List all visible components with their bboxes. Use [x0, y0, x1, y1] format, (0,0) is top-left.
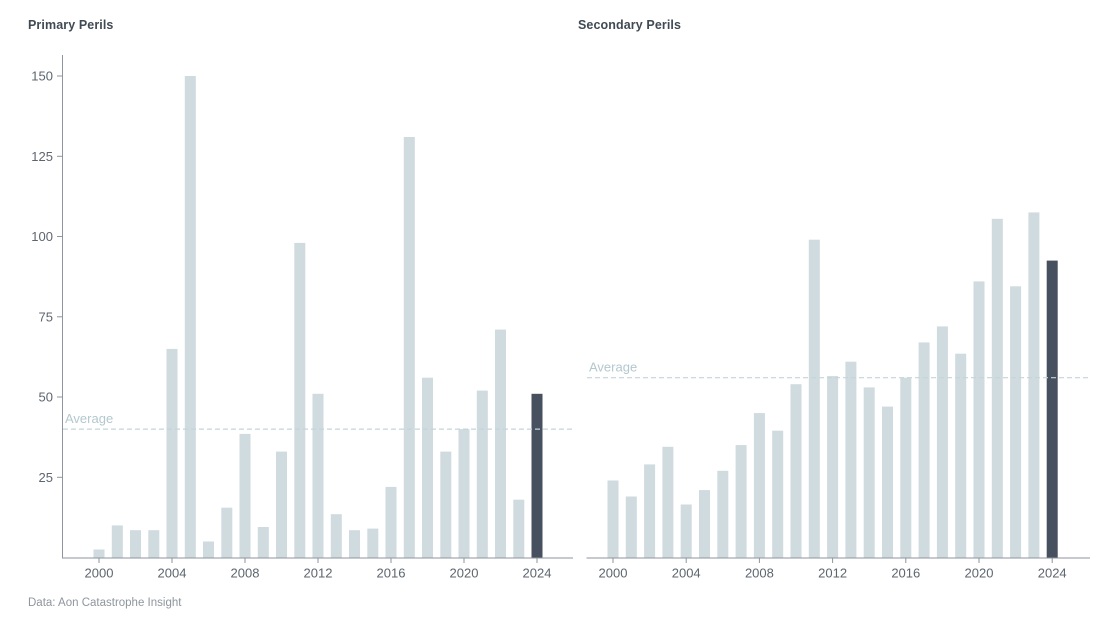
x-tick-label: 2020	[965, 566, 994, 581]
x-tick-label: 2016	[891, 566, 920, 581]
chart-title: Primary Perils	[28, 18, 114, 32]
bar-2004	[166, 348, 178, 558]
bar-2004	[680, 504, 692, 558]
x-tick-label: 2016	[377, 566, 406, 581]
bar-2020	[458, 429, 470, 558]
bar-2002	[130, 530, 141, 558]
y-tick-label: 150	[31, 69, 53, 84]
bar-2000	[607, 480, 619, 558]
x-tick-label: 2008	[231, 566, 260, 581]
bar-2022	[1010, 286, 1022, 558]
x-tick-label: 2012	[818, 566, 847, 581]
bar-2019	[440, 451, 452, 558]
y-tick-label: 75	[39, 309, 53, 324]
x-tick-label: 2004	[158, 566, 187, 581]
bar-2018	[936, 326, 948, 558]
bar-2023	[1028, 212, 1040, 558]
bar-2020	[973, 281, 985, 558]
bar-2007	[221, 507, 233, 558]
bar-2017	[918, 342, 930, 558]
x-tick-label: 2012	[304, 566, 333, 581]
bar-2018	[422, 377, 433, 558]
bar-2013	[330, 514, 342, 558]
bar-2013	[845, 361, 857, 558]
bar-2015	[882, 406, 893, 558]
bar-2003	[148, 530, 160, 558]
x-tick-label: 2024	[1038, 566, 1067, 581]
bar-2003	[662, 446, 674, 558]
bar-2022	[495, 329, 506, 558]
bar-2017	[403, 137, 415, 558]
bar-2016	[900, 377, 912, 558]
bar-2012	[827, 376, 839, 558]
chart-primary-perils: Primary Perils Average 25 50 75 100 125 150 200…	[0, 0, 578, 592]
bar-2008	[239, 433, 251, 558]
secondary-perils-plot: Average 2000 2004 2008 2012 2016 2020 2024	[586, 212, 1090, 581]
bar-2016	[385, 486, 397, 558]
bar-2009	[257, 527, 269, 558]
bar-2000	[93, 549, 105, 558]
y-tick-label: 100	[31, 229, 53, 244]
chart-secondary-perils: Secondary Perils Average 2000 2004 2008 2012…	[578, 0, 1108, 592]
x-tick-label: 2000	[85, 566, 114, 581]
x-tick-label: 2004	[672, 566, 701, 581]
bar-2008	[753, 413, 765, 558]
chart-title: Secondary Perils	[578, 18, 682, 32]
bar-2001	[111, 525, 123, 558]
bar-2002	[644, 464, 656, 558]
bar-2010	[790, 384, 802, 558]
x-tick-label: 2020	[450, 566, 479, 581]
average-label: Average	[65, 411, 113, 426]
bar-2001	[625, 496, 637, 558]
x-tick-label: 2024	[523, 566, 552, 581]
bar-2006	[203, 541, 214, 558]
y-tick-label: 125	[31, 149, 53, 164]
bar-2005	[699, 490, 710, 558]
bar-2024	[531, 393, 543, 558]
bar-2010	[276, 451, 287, 558]
bar-2005	[184, 76, 196, 558]
y-tick-label: 25	[39, 470, 53, 485]
x-tick-label: 2008	[745, 566, 774, 581]
bar-2011	[294, 242, 306, 558]
y-tick-label: 50	[39, 390, 53, 405]
bar-2009	[772, 430, 784, 558]
bar-2007	[735, 445, 747, 558]
bar-2012	[312, 393, 324, 558]
bar-2014	[863, 387, 875, 558]
bar-2021	[476, 390, 488, 558]
data-source-note: Data: Aon Catastrophe Insight	[28, 597, 182, 609]
bar-2023	[513, 499, 525, 558]
bar-2014	[349, 530, 360, 558]
bar-2019	[955, 353, 967, 558]
bar-2015	[367, 528, 379, 558]
primary-perils-plot: Average 25 50 75 100 125 150 2000 2004 2008 2012 20…	[31, 55, 573, 581]
bar-2011	[808, 239, 820, 558]
x-tick-label: 2000	[599, 566, 628, 581]
bar-2021	[991, 218, 1003, 558]
bar-2006	[717, 470, 729, 558]
bar-2024	[1046, 260, 1058, 558]
average-label: Average	[589, 360, 637, 375]
